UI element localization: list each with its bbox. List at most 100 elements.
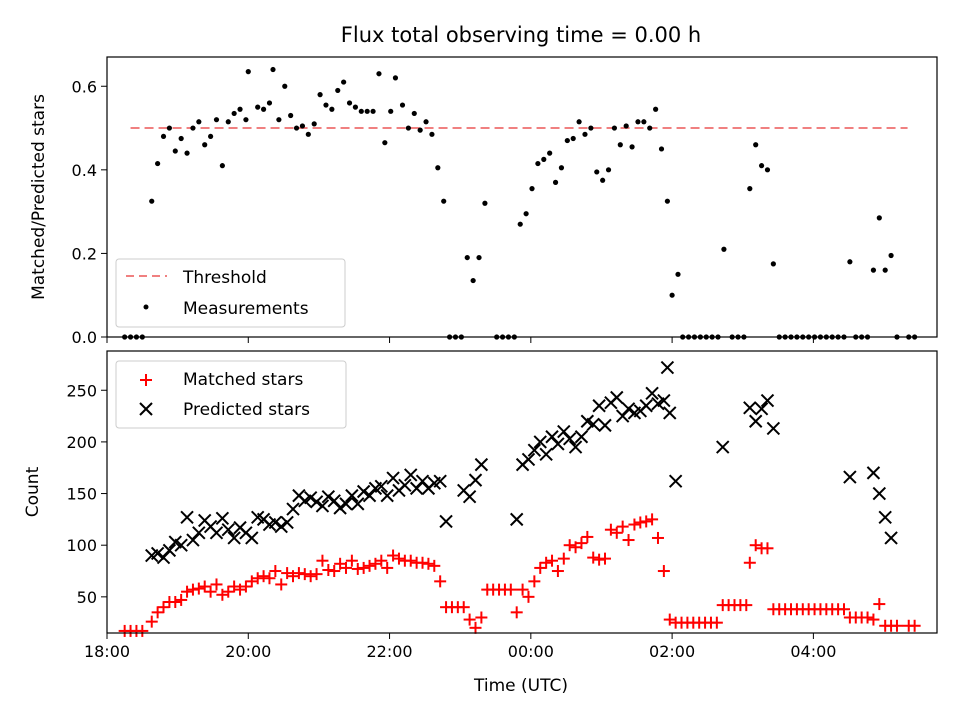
- matched-point: [269, 565, 282, 578]
- predicted-point: [339, 497, 353, 511]
- predicted-point: [227, 531, 241, 545]
- y-tick-label: 150: [66, 485, 97, 504]
- measurement-point: [305, 131, 311, 137]
- predicted-point: [345, 488, 359, 503]
- top-panel: 0.0 0.2 0.4 0.6 Matched/Predicted stars Thr…: [29, 56, 938, 347]
- bottom-panel: 50 100 150 200 250 18:00 20:00 22:00 00:00 02:00 0…: [23, 350, 938, 696]
- measurement-point: [582, 131, 588, 137]
- measurement-point: [208, 133, 214, 140]
- predicted-point: [668, 474, 683, 488]
- measurement-point: [464, 254, 470, 261]
- matched-point: [551, 565, 564, 578]
- matched-point: [861, 611, 874, 624]
- predicted-point: [521, 452, 536, 467]
- y-tick-label: 0.0: [72, 328, 97, 347]
- y-tick-label: 0.6: [72, 77, 97, 96]
- bottom-legend: Matched stars Predicted stars: [115, 360, 347, 429]
- predicted-point: [351, 497, 365, 511]
- matched-point: [145, 615, 158, 628]
- matched-point: [345, 554, 358, 567]
- predicted-point: [639, 399, 653, 413]
- measurement-point: [669, 292, 675, 298]
- matched-point: [428, 559, 441, 572]
- matched-point: [599, 552, 611, 565]
- matched-point: [587, 551, 600, 564]
- measurement-point: [317, 92, 323, 98]
- matched-point: [292, 567, 305, 580]
- chart-title: Flux total observing time = 0.00 h: [341, 23, 701, 47]
- predicted-point: [209, 526, 224, 540]
- predicted-point: [551, 437, 565, 451]
- measurement-point: [231, 110, 237, 117]
- bottom-y-axis-label: Count: [23, 466, 43, 517]
- predicted-point: [286, 502, 300, 516]
- predicted-point: [660, 360, 675, 375]
- measurement-point: [747, 186, 753, 192]
- measurement-point: [364, 108, 370, 114]
- predicted-point: [374, 479, 389, 494]
- predicted-point: [586, 417, 600, 432]
- matched-point: [251, 572, 264, 585]
- matched-point: [563, 539, 576, 552]
- legend-predicted-swatch: [139, 402, 153, 416]
- matched-point: [363, 559, 376, 572]
- measurement-point: [358, 108, 364, 114]
- matched-point: [475, 611, 488, 624]
- measurement-point: [570, 135, 576, 142]
- matched-point: [640, 515, 653, 528]
- y-tick-label: 100: [66, 536, 97, 555]
- predicted-point: [866, 466, 881, 480]
- predicted-point: [539, 447, 553, 462]
- matched-point: [375, 554, 388, 567]
- matched-point: [546, 554, 559, 567]
- predicted-point: [268, 515, 283, 530]
- measurement-point: [405, 125, 411, 131]
- top-y-axis-label: Matched/Predicted stars: [29, 94, 49, 300]
- matched-point: [761, 542, 774, 555]
- predicted-point: [760, 393, 775, 408]
- top-axes-frame: [106, 56, 938, 338]
- matched-point: [540, 556, 553, 569]
- measurement-point: [435, 165, 441, 171]
- measurement-point: [266, 100, 273, 106]
- matched-point: [210, 578, 223, 591]
- measurement-point: [346, 100, 353, 106]
- matched-point: [651, 531, 664, 544]
- measurement-point: [184, 150, 190, 156]
- matched-point: [339, 561, 352, 574]
- predicted-point: [574, 430, 589, 444]
- matched-point: [310, 568, 323, 581]
- measurement-point: [605, 167, 612, 173]
- measurement-point: [588, 125, 594, 131]
- matched-point: [516, 583, 529, 596]
- predicted-point: [568, 440, 583, 454]
- predicted-point: [380, 488, 394, 503]
- matched-point: [322, 563, 335, 576]
- legend-matched-label: Matched stars: [183, 370, 303, 390]
- matched-point: [422, 557, 435, 570]
- predicted-point: [754, 402, 769, 416]
- predicted-point: [621, 402, 636, 416]
- measurement-point: [753, 142, 759, 148]
- measurement-point: [617, 142, 623, 148]
- measurement-point: [190, 125, 196, 131]
- matched-point: [304, 570, 317, 583]
- matched-point: [457, 601, 470, 614]
- predicted-point: [562, 432, 577, 446]
- measurement-point: [288, 112, 294, 119]
- predicted-point: [333, 501, 347, 515]
- matched-point: [298, 568, 311, 581]
- measurement-point: [623, 123, 629, 129]
- measurement-point: [888, 252, 894, 259]
- measurement-point: [202, 142, 208, 148]
- measurement-point: [149, 198, 155, 204]
- predicted-point: [162, 543, 177, 558]
- predicted-point: [386, 471, 400, 485]
- x-tick-label: 02:00: [649, 642, 695, 661]
- measurement-point: [552, 179, 559, 185]
- matched-point: [646, 513, 659, 526]
- measurement-point: [541, 156, 547, 162]
- matched-point: [616, 520, 629, 533]
- matched-point: [908, 619, 921, 632]
- y-tick-label: 0.4: [72, 161, 97, 180]
